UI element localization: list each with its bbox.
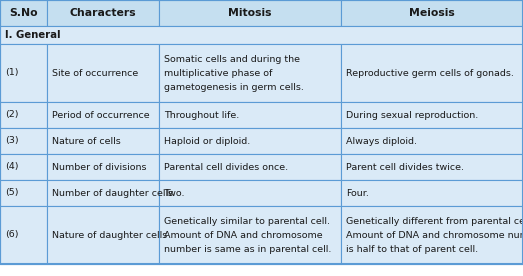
Text: Nature of daughter cells: Nature of daughter cells xyxy=(52,230,167,240)
Bar xyxy=(0,206,47,264)
Text: (5): (5) xyxy=(5,189,18,198)
Text: Amount of DNA and chromosome: Amount of DNA and chromosome xyxy=(164,230,323,240)
Text: Period of occurrence: Period of occurrence xyxy=(52,110,150,120)
Bar xyxy=(341,154,523,180)
Text: During sexual reproduction.: During sexual reproduction. xyxy=(346,110,478,120)
Text: number is same as in parental cell.: number is same as in parental cell. xyxy=(164,245,332,253)
Text: Number of divisions: Number of divisions xyxy=(52,163,146,171)
Bar xyxy=(159,44,341,102)
Text: (2): (2) xyxy=(5,110,18,120)
Bar xyxy=(47,154,159,180)
Bar xyxy=(0,128,47,154)
Bar xyxy=(47,128,159,154)
Text: Parent cell divides twice.: Parent cell divides twice. xyxy=(346,163,464,171)
Text: Haploid or diploid.: Haploid or diploid. xyxy=(164,137,250,145)
Text: Throughout life.: Throughout life. xyxy=(164,110,239,120)
Bar xyxy=(341,102,523,128)
Bar xyxy=(0,180,47,206)
Text: Parental cell divides once.: Parental cell divides once. xyxy=(164,163,288,171)
Bar xyxy=(0,44,47,102)
Text: Four.: Four. xyxy=(346,189,369,198)
Bar xyxy=(47,206,159,264)
Text: Genetically similar to parental cell.: Genetically similar to parental cell. xyxy=(164,216,330,225)
Text: Genetically different from parental cell.: Genetically different from parental cell… xyxy=(346,216,523,225)
Text: Two.: Two. xyxy=(164,189,185,198)
Text: Always diploid.: Always diploid. xyxy=(346,137,417,145)
Text: I. General: I. General xyxy=(5,30,61,40)
Text: (4): (4) xyxy=(5,163,18,171)
Text: is half to that of parent cell.: is half to that of parent cell. xyxy=(346,245,478,253)
Text: Mitosis: Mitosis xyxy=(228,8,272,18)
Text: multiplicative phase of: multiplicative phase of xyxy=(164,68,272,78)
Text: Amount of DNA and chromosome number: Amount of DNA and chromosome number xyxy=(346,230,523,240)
Text: Characters: Characters xyxy=(70,8,137,18)
Bar xyxy=(341,180,523,206)
Text: Meiosis: Meiosis xyxy=(409,8,455,18)
Bar xyxy=(47,180,159,206)
Text: (1): (1) xyxy=(5,68,18,78)
Text: (6): (6) xyxy=(5,230,18,240)
Bar xyxy=(0,0,47,26)
Bar xyxy=(0,154,47,180)
Text: Number of daughter cells: Number of daughter cells xyxy=(52,189,173,198)
Bar xyxy=(0,26,523,44)
Bar xyxy=(159,102,341,128)
Bar xyxy=(47,0,159,26)
Text: Nature of cells: Nature of cells xyxy=(52,137,121,145)
Text: (3): (3) xyxy=(5,137,19,145)
Text: S.No: S.No xyxy=(9,8,38,18)
Text: Site of occurrence: Site of occurrence xyxy=(52,68,138,78)
Bar xyxy=(159,0,341,26)
Bar xyxy=(159,128,341,154)
Bar xyxy=(341,206,523,264)
Bar xyxy=(159,206,341,264)
Text: gametogenesis in germ cells.: gametogenesis in germ cells. xyxy=(164,83,304,92)
Bar xyxy=(47,44,159,102)
Bar xyxy=(341,0,523,26)
Bar xyxy=(0,102,47,128)
Bar xyxy=(47,102,159,128)
Text: Reproductive germ cells of gonads.: Reproductive germ cells of gonads. xyxy=(346,68,514,78)
Bar xyxy=(159,154,341,180)
Bar xyxy=(341,44,523,102)
Bar xyxy=(159,180,341,206)
Text: Somatic cells and during the: Somatic cells and during the xyxy=(164,54,300,63)
Bar xyxy=(341,128,523,154)
